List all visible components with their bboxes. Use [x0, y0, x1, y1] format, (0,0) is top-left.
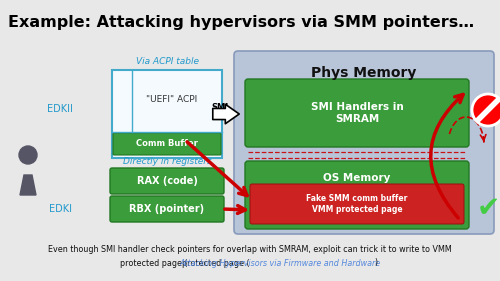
Circle shape: [472, 94, 500, 126]
FancyBboxPatch shape: [110, 168, 224, 194]
FancyArrowPatch shape: [213, 104, 239, 124]
Text: SMI: SMI: [212, 103, 228, 112]
Text: SMI Handlers in
SMRAM: SMI Handlers in SMRAM: [310, 102, 404, 124]
Text: EDKII: EDKII: [47, 104, 73, 114]
Text: Attacking Hypervisors via Firmware and Hardware: Attacking Hypervisors via Firmware and H…: [180, 259, 380, 268]
Text: Comm Buffer: Comm Buffer: [136, 139, 198, 148]
Text: Fake SMM comm buffer
VMM protected page: Fake SMM comm buffer VMM protected page: [306, 194, 408, 214]
Polygon shape: [20, 175, 36, 195]
FancyBboxPatch shape: [250, 184, 464, 224]
Text: Phys Memory: Phys Memory: [312, 66, 416, 80]
Text: Even though SMI handler check pointers for overlap with SMRAM, exploit can trick: Even though SMI handler check pointers f…: [48, 246, 452, 255]
FancyBboxPatch shape: [113, 133, 221, 155]
Text: Example: Attacking hypervisors via SMM pointers…: Example: Attacking hypervisors via SMM p…: [8, 15, 474, 30]
Text: "UEFI" ACPI: "UEFI" ACPI: [146, 96, 198, 105]
Text: Directly in registers: Directly in registers: [122, 157, 212, 167]
Text: ✔: ✔: [476, 194, 500, 222]
Text: protected page (: protected page (: [120, 259, 188, 268]
FancyArrowPatch shape: [225, 206, 246, 213]
FancyBboxPatch shape: [245, 79, 469, 147]
Text: ): ): [374, 259, 378, 268]
Text: OS Memory: OS Memory: [324, 173, 390, 183]
FancyArrowPatch shape: [430, 94, 463, 218]
Text: RAX (code): RAX (code): [136, 176, 198, 186]
Text: RBX (pointer): RBX (pointer): [130, 204, 204, 214]
Text: Via ACPI table: Via ACPI table: [136, 58, 198, 67]
FancyArrowPatch shape: [187, 142, 247, 196]
FancyBboxPatch shape: [234, 51, 494, 234]
Text: protected page (: protected page (: [182, 259, 250, 268]
FancyBboxPatch shape: [245, 161, 469, 229]
FancyBboxPatch shape: [110, 196, 224, 222]
Text: EDKI: EDKI: [48, 204, 72, 214]
FancyBboxPatch shape: [112, 70, 222, 158]
Circle shape: [19, 146, 37, 164]
